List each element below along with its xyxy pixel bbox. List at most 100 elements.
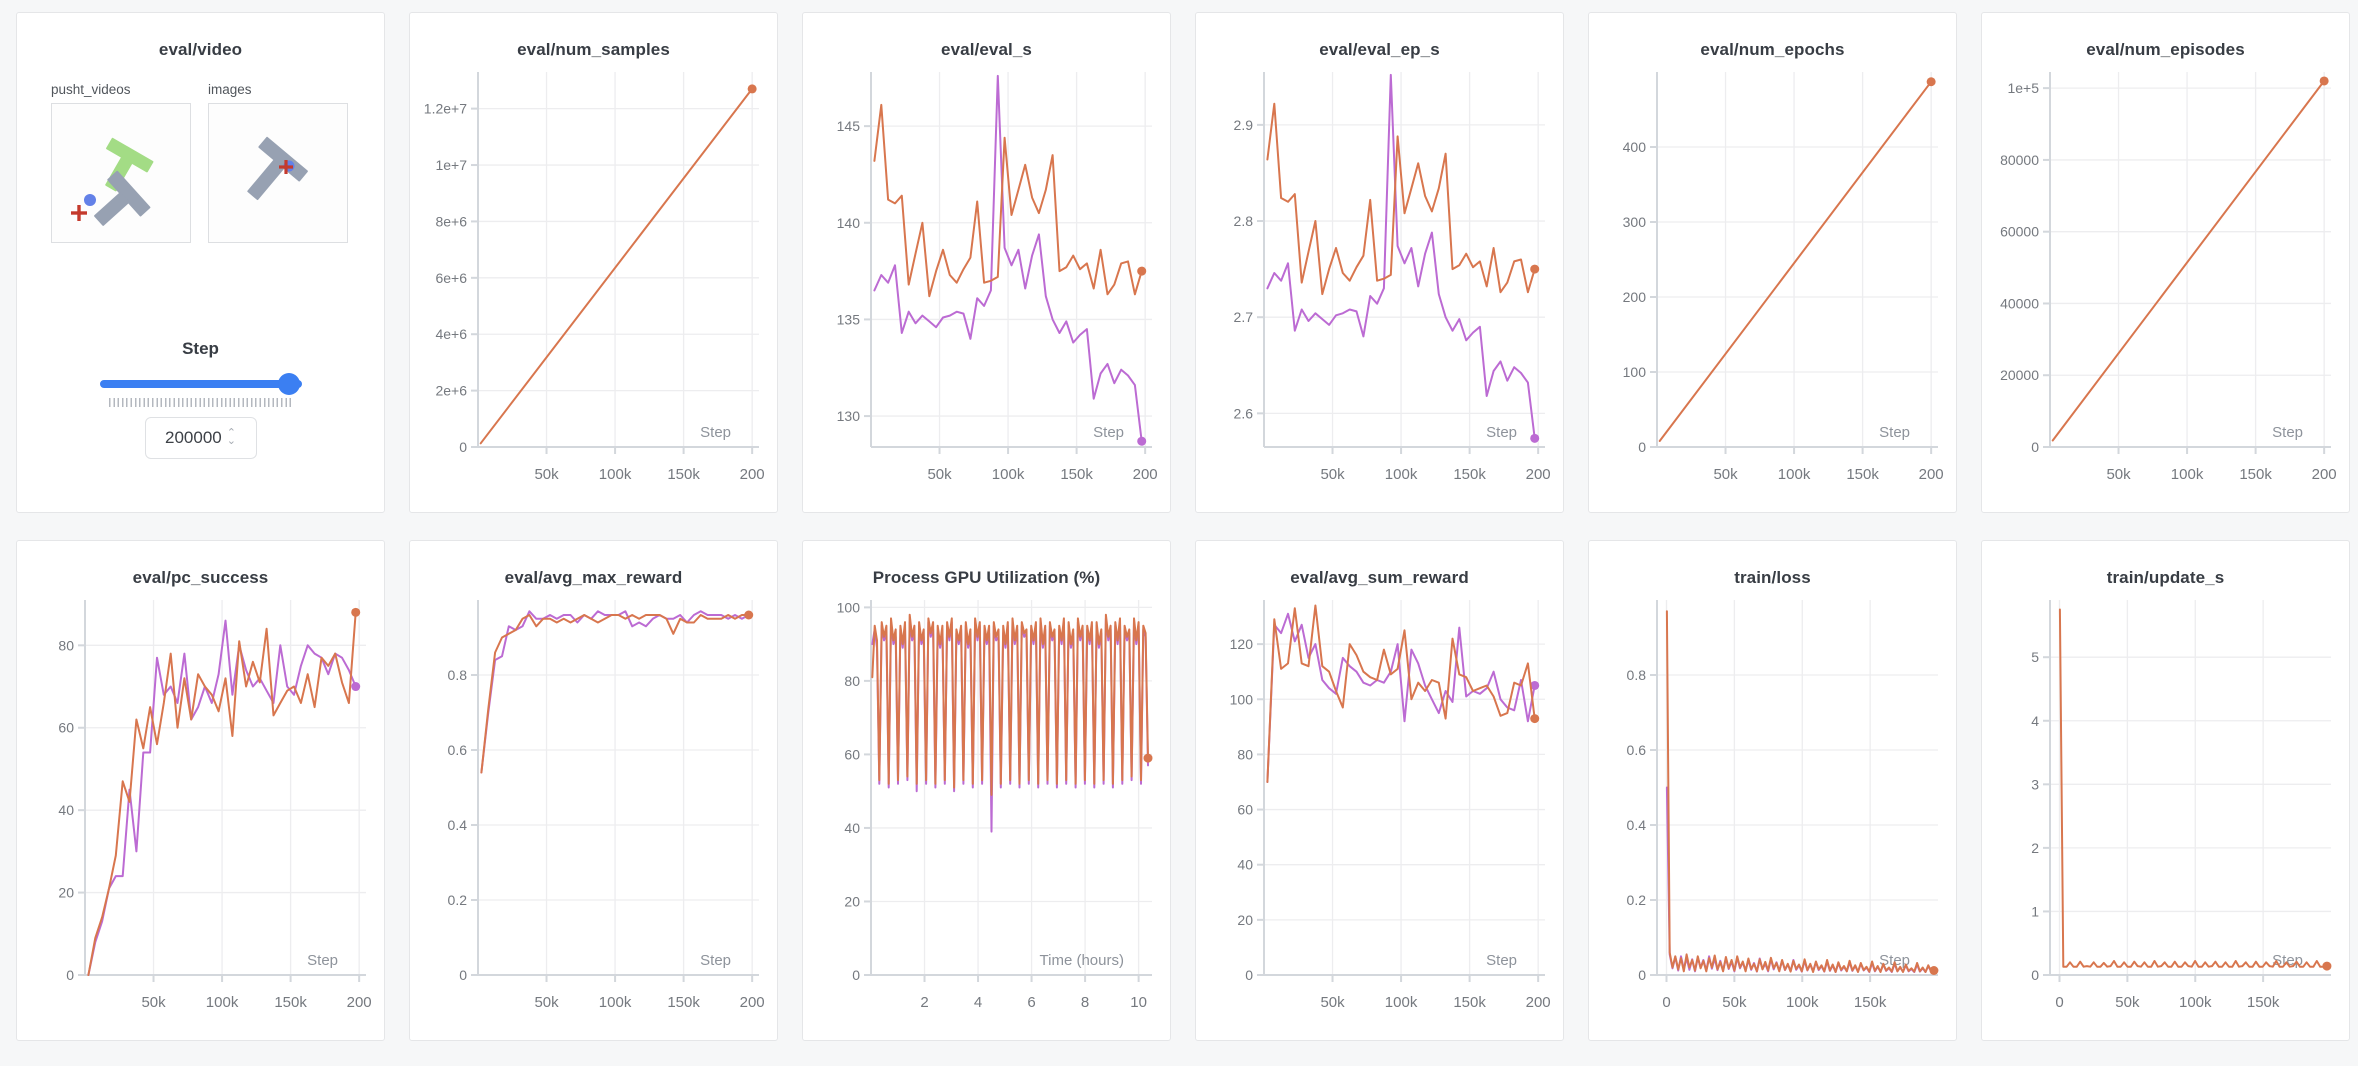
svg-text:2.6: 2.6 — [1234, 405, 1254, 421]
svg-text:80: 80 — [1237, 746, 1253, 762]
panel-title: eval/num_episodes — [2086, 40, 2245, 59]
svg-text:Step: Step — [307, 952, 338, 969]
panel-title: eval/pc_success — [132, 568, 269, 587]
step-value[interactable]: 200000 — [165, 428, 222, 447]
svg-text:20000: 20000 — [2000, 367, 2039, 383]
svg-text:0: 0 — [2031, 967, 2039, 983]
stepper-up-icon[interactable]: ⌃ — [226, 427, 236, 439]
panel-eval-num-epochs: eval/num_epochs 50k 100k 150k 200 0 100 200 300… — [1588, 12, 1957, 513]
svg-text:130: 130 — [837, 408, 861, 424]
panel-eval-num-samples: eval/num_samples 50k 100k 150k 200 0 2e+6 4e+6… — [409, 12, 778, 513]
svg-text:40000: 40000 — [2000, 295, 2039, 311]
svg-text:60: 60 — [844, 746, 860, 762]
svg-text:100k: 100k — [992, 466, 1025, 483]
panel-title: Process GPU Utilization (%) — [872, 568, 1101, 587]
svg-text:2.7: 2.7 — [1234, 309, 1254, 325]
svg-text:150k: 150k — [667, 466, 700, 483]
line-chart-eval-eval-ep-s[interactable]: 50k 100k 150k 200 2.6 2.7 2.8 2.9 Step — [1206, 62, 1553, 497]
svg-text:300: 300 — [1623, 214, 1647, 230]
svg-text:20: 20 — [844, 893, 860, 909]
svg-text:0: 0 — [2055, 994, 2063, 1011]
line-chart-eval-pc-success[interactable]: 50k 100k 150k 200 0 20 40 60 80 Step — [27, 590, 374, 1025]
svg-text:100: 100 — [1230, 691, 1254, 707]
svg-text:100k: 100k — [206, 994, 239, 1011]
svg-text:Step: Step — [1486, 424, 1517, 441]
svg-text:0.2: 0.2 — [1627, 892, 1647, 908]
svg-text:135: 135 — [837, 311, 861, 327]
goal-cross-icon — [279, 160, 293, 174]
line-chart-eval-num-epochs[interactable]: 50k 100k 150k 200 0 100 200 300 400 Step — [1599, 62, 1946, 497]
images-thumbnail[interactable] — [208, 103, 348, 243]
stepper-down-icon[interactable]: ⌄ — [226, 435, 236, 447]
svg-text:50k: 50k — [1320, 994, 1345, 1011]
svg-text:40: 40 — [844, 820, 860, 836]
svg-text:80: 80 — [58, 637, 74, 653]
step-stepper[interactable]: 200000 ⌃ ⌄ — [144, 417, 257, 459]
svg-text:4: 4 — [974, 994, 982, 1011]
svg-text:Step: Step — [1486, 952, 1517, 969]
panel-title: eval/eval_s — [941, 40, 1032, 59]
svg-text:4: 4 — [2031, 713, 2039, 729]
step-slider-label: Step — [182, 339, 219, 358]
svg-text:0.4: 0.4 — [1627, 817, 1647, 833]
svg-text:4e+6: 4e+6 — [435, 326, 467, 342]
line-chart-eval-num-samples[interactable]: 50k 100k 150k 200 0 2e+6 4e+6 6e+6 8e+6 1e+7 1.2e+… — [420, 62, 767, 497]
svg-text:50k: 50k — [927, 466, 952, 483]
svg-text:1e+7: 1e+7 — [435, 157, 467, 173]
svg-text:1.2e+7: 1.2e+7 — [424, 101, 467, 117]
svg-text:0: 0 — [1245, 967, 1253, 983]
panel-eval-pc-success: eval/pc_success 50k 100k 150k 200 0 20 40 60 80 S… — [16, 540, 385, 1041]
pusht-video-thumbnail[interactable] — [51, 103, 191, 243]
svg-text:50k: 50k — [1713, 466, 1738, 483]
svg-text:150k: 150k — [1854, 994, 1887, 1011]
line-chart-eval-avg-sum-reward[interactable]: 50k 100k 150k 200 0 20 40 60 80 100 120 Step — [1206, 590, 1553, 1025]
svg-text:50k: 50k — [2115, 994, 2140, 1011]
panel-title: eval/num_epochs — [1700, 40, 1845, 59]
svg-text:100k: 100k — [599, 994, 632, 1011]
svg-text:40: 40 — [58, 802, 74, 818]
line-chart-gpu-utilization[interactable]: 2 4 6 8 10 0 20 40 60 80 100 Time (hours) — [813, 590, 1160, 1025]
slider-handle[interactable] — [278, 373, 301, 395]
svg-text:0.8: 0.8 — [448, 667, 468, 683]
panel-title: eval/eval_ep_s — [1319, 40, 1440, 59]
panel-title: eval/avg_sum_reward — [1290, 568, 1469, 587]
svg-text:80000: 80000 — [2000, 152, 2039, 168]
svg-text:100k: 100k — [1778, 466, 1811, 483]
svg-text:Step: Step — [1093, 424, 1124, 441]
svg-text:50k: 50k — [1722, 994, 1747, 1011]
svg-text:10: 10 — [1130, 994, 1147, 1011]
svg-text:50k: 50k — [2106, 466, 2131, 483]
line-chart-train-loss[interactable]: 0 50k 100k 150k 0 0.2 0.4 0.6 0.8 Step — [1599, 590, 1946, 1025]
svg-text:100k: 100k — [1385, 466, 1418, 483]
panel-eval-avg-max-reward: eval/avg_max_reward 50k 100k 150k 200 0 0.2 0.… — [409, 540, 778, 1041]
line-chart-eval-eval-s[interactable]: 50k 100k 150k 200 130 135 140 145 Step — [813, 62, 1160, 497]
line-chart-eval-num-episodes[interactable]: 50k 100k 150k 200 0 20000 40000 60000 80000 1e+5 S… — [1992, 62, 2339, 497]
media-thumbnails — [51, 103, 384, 243]
stepper-arrows: ⌃ ⌄ — [226, 427, 236, 447]
svg-text:20: 20 — [1237, 912, 1253, 928]
pusht-scene-drawing — [71, 137, 154, 226]
svg-text:2e+6: 2e+6 — [435, 383, 467, 399]
svg-text:0.4: 0.4 — [448, 817, 468, 833]
panel-eval-num-episodes: eval/num_episodes 50k 100k 150k 200 0 20000 40… — [1981, 12, 2350, 513]
svg-text:200: 200 — [347, 994, 372, 1011]
svg-text:50k: 50k — [141, 994, 166, 1011]
step-slider[interactable] — [99, 373, 302, 395]
line-chart-eval-avg-max-reward[interactable]: 50k 100k 150k 200 0 0.2 0.4 0.6 0.8 Step — [420, 590, 767, 1025]
svg-text:0: 0 — [1662, 994, 1670, 1011]
panel-title: eval/num_samples — [517, 40, 670, 59]
line-chart-train-update-s[interactable]: 0 50k 100k 150k 0 1 2 3 4 5 Step — [1992, 590, 2339, 1025]
svg-text:100k: 100k — [1786, 994, 1819, 1011]
svg-text:200: 200 — [1133, 466, 1158, 483]
svg-text:6e+6: 6e+6 — [435, 270, 467, 286]
svg-text:0: 0 — [459, 439, 467, 455]
svg-text:5: 5 — [2031, 649, 2039, 665]
svg-text:20: 20 — [58, 885, 74, 901]
svg-text:50k: 50k — [1320, 466, 1345, 483]
svg-text:0.6: 0.6 — [448, 742, 468, 758]
svg-text:Step: Step — [1879, 952, 1910, 969]
slider-track[interactable] — [99, 380, 302, 388]
svg-text:150k: 150k — [2247, 994, 2280, 1011]
svg-text:8: 8 — [1081, 994, 1089, 1011]
media-labels: pusht_videos images — [51, 82, 384, 97]
